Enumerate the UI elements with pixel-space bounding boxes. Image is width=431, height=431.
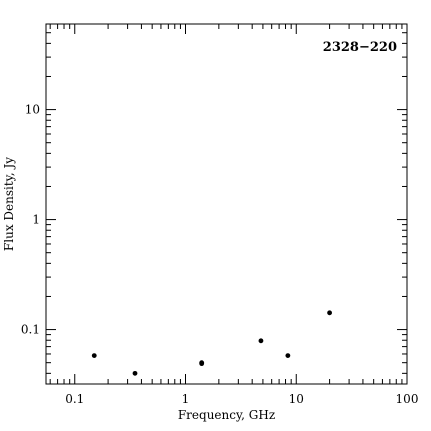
y-tick-label: 10: [25, 103, 40, 117]
points-layer: [91, 310, 332, 376]
x-tick-label: 10: [289, 392, 304, 406]
chart-title: 2328−220: [323, 40, 397, 55]
y-tick-label: 1: [32, 213, 40, 227]
plot-frame: [45, 23, 408, 385]
data-point: [285, 353, 291, 358]
data-point: [132, 370, 138, 376]
x-tick-label: 100: [396, 392, 419, 406]
data-point: [199, 361, 205, 367]
tick-labels-layer: 0.1 1 10 100 0.1 1 10: [21, 103, 419, 406]
y-axis-label: Flux Density, Jy: [2, 157, 16, 251]
data-point: [327, 310, 332, 316]
data-point: [91, 353, 97, 358]
x-tick-label: 0.1: [65, 392, 84, 406]
x-axis-label: Frequency, GHz: [178, 408, 275, 422]
data-point: [258, 338, 264, 344]
y-tick-label: 0.1: [21, 323, 40, 337]
ticks-layer: [46, 23, 408, 384]
x-tick-label: 1: [182, 392, 190, 406]
